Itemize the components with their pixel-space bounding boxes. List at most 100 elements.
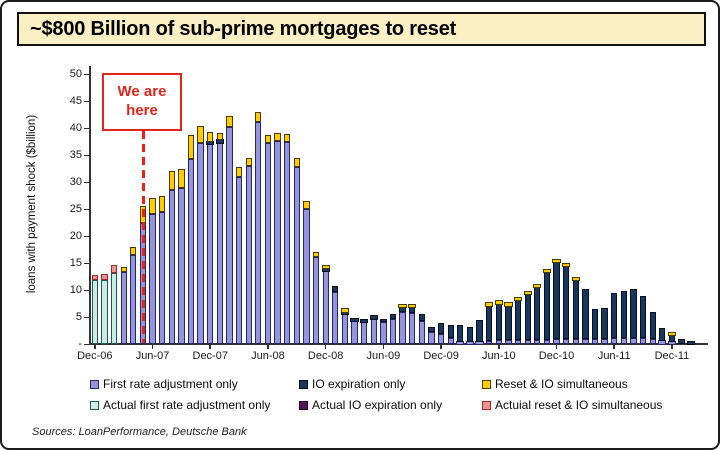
legend-swatch-reset_io	[482, 379, 491, 389]
y-tick-label: 25	[69, 203, 82, 215]
bar-segment-first_rate	[370, 319, 377, 344]
bar-segment-first_rate	[562, 339, 570, 344]
bar-segment-first_rate	[514, 340, 522, 344]
bar-segment-first_rate	[303, 209, 310, 344]
legend-swatch-actual_first	[90, 400, 99, 410]
y-tick-label: 5	[75, 311, 82, 323]
bar-Sep-10	[523, 290, 532, 344]
bar-segment-io_exp	[611, 292, 618, 338]
legend-item-actual_reset: Actuial reset & IO simultaneous	[482, 398, 662, 412]
bar-Mar-10	[465, 326, 475, 346]
title-bar: ~$800 Billion of sub-prime mortgages to …	[17, 12, 706, 46]
bar-segment-reset_io	[226, 116, 233, 127]
bar-segment-first_rate	[456, 340, 465, 346]
y-tick-label: 15	[69, 257, 82, 269]
bar-segment-first_rate	[120, 272, 127, 344]
bar-segment-first_rate	[168, 190, 175, 344]
bar-segment-first_rate	[475, 340, 484, 346]
bar-Mar-07	[120, 267, 127, 344]
bar-Jan-09	[332, 286, 339, 344]
bar-segment-first_rate	[149, 214, 156, 344]
bar-segment-io_exp	[582, 289, 589, 340]
bar-segment-first_rate	[264, 142, 272, 344]
bar-segment-first_rate	[505, 340, 512, 344]
legend-label: Actual first rate adjustment only	[103, 398, 271, 412]
x-tick-label: Jun-08	[251, 350, 285, 362]
bar-Aug-11	[630, 288, 637, 344]
bar-segment-first_rate	[582, 339, 589, 344]
bar-segment-first_rate	[611, 337, 618, 344]
bar-Jan-07	[101, 274, 108, 344]
y-tick-mark	[84, 127, 89, 129]
bar-segment-first_rate	[235, 176, 243, 344]
y-tick-mark	[84, 262, 89, 264]
x-tick-mark	[94, 345, 96, 349]
we-are-here-text-line2: here	[126, 102, 158, 119]
bar-segment-first_rate	[630, 337, 637, 344]
bar-segment-io_exp	[359, 319, 369, 324]
bar-segment-actual_first	[110, 272, 118, 344]
bar-Dec-10	[552, 259, 561, 344]
we-are-here-annotation: We are here	[102, 73, 182, 131]
bar-segment-first_rate	[207, 144, 214, 344]
y-axis-title: loans with payment shock ($billion)	[26, 114, 38, 294]
x-tick-mark	[555, 345, 558, 349]
bar-Feb-10	[456, 324, 465, 346]
bar-Oct-08	[303, 200, 310, 344]
bar-segment-reset_io	[494, 300, 504, 305]
bar-May-09	[369, 315, 378, 344]
bar-Jun-10	[494, 300, 504, 344]
bar-Jul-07	[158, 195, 166, 344]
bar-segment-first_rate	[293, 167, 300, 344]
bar-segment-io_exp	[553, 262, 560, 340]
bar-Apr-10	[475, 319, 484, 346]
bar-segment-first_rate	[495, 340, 502, 344]
bar-segment-reset_io	[158, 195, 166, 212]
legend-item-reset_io: Reset & IO simultaneous	[482, 377, 662, 391]
bar-segment-io_exp	[447, 325, 454, 338]
bar-segment-io_exp	[486, 305, 493, 341]
bar-segment-io_exp	[630, 288, 637, 338]
we-are-here-line	[142, 131, 145, 343]
bar-Sep-08	[293, 158, 300, 344]
x-tick-label: Dec-06	[77, 350, 113, 362]
bar-segment-first_rate	[274, 140, 281, 344]
legend-label: First rate adjustment only	[103, 377, 238, 391]
bar-segment-io_exp	[543, 272, 551, 340]
bar-Dec-07	[206, 131, 215, 344]
y-tick-mark	[84, 100, 89, 102]
bar-segment-io_exp	[457, 324, 464, 342]
bar-Oct-07	[187, 135, 195, 344]
bar-segment-reset_io	[513, 296, 523, 302]
bar-Apr-09	[359, 319, 369, 344]
bar-Jun-07	[149, 198, 156, 344]
bar-segment-reset_io	[197, 125, 204, 144]
bar-segment-first_rate	[322, 270, 329, 344]
bar-segment-io_exp	[215, 139, 225, 144]
bar-segment-first_rate	[620, 337, 627, 344]
bar-segment-actual_reset	[91, 274, 98, 281]
x-tick-mark	[613, 345, 615, 349]
bar-segment-io_exp	[686, 340, 696, 346]
bar-segment-reset_io	[235, 167, 243, 177]
bar-segment-first_rate	[245, 166, 252, 344]
bar-segment-io_exp	[562, 266, 570, 340]
bar-segment-first_rate	[158, 211, 166, 344]
x-tick-mark	[267, 345, 269, 349]
bar-segment-io_exp	[369, 315, 378, 321]
bar-segment-first_rate	[639, 338, 647, 344]
bar-Jul-09	[389, 314, 397, 344]
bar-Jun-09	[380, 318, 387, 344]
x-tick-label: Dec-07	[192, 350, 228, 362]
legend-item-io_exp: IO expiration only	[299, 377, 482, 391]
bar-segment-io_exp	[649, 311, 656, 340]
y-tick-mark	[84, 235, 89, 237]
bar-segment-reset_io	[178, 168, 185, 189]
legend-label: Actuial reset & IO simultaneous	[495, 398, 663, 412]
bar-segment-io_exp	[350, 317, 359, 322]
bar-Oct-11	[649, 311, 656, 344]
bar-Feb-12	[686, 340, 696, 346]
legend-label: IO expiration only	[312, 377, 406, 391]
